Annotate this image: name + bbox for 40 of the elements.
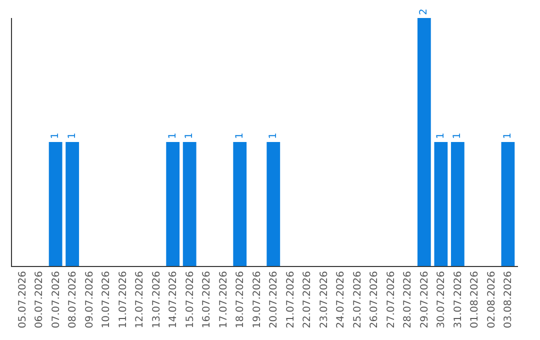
data-label: 1 bbox=[268, 132, 279, 139]
data-label: 1 bbox=[50, 132, 62, 139]
x-tick-label: 15.07.2026 bbox=[184, 271, 196, 328]
x-tick-label: 23.07.2026 bbox=[318, 271, 330, 328]
x-tick-label: 14.07.2026 bbox=[168, 271, 180, 328]
x-tick-label: 08.07.2026 bbox=[68, 271, 79, 328]
x-tick-label: 28.07.2026 bbox=[402, 271, 414, 328]
x-tick-label: 31.07.2026 bbox=[452, 271, 464, 328]
x-tick-label: 19.07.2026 bbox=[252, 271, 263, 328]
data-label: 1 bbox=[66, 132, 78, 139]
x-tick-label: 17.07.2026 bbox=[218, 271, 230, 328]
x-tick-label: 18.07.2026 bbox=[235, 271, 246, 328]
x-tick-label: 12.07.2026 bbox=[134, 271, 146, 328]
x-tick-label: 26.07.2026 bbox=[369, 271, 380, 328]
x-tick-label: 22.07.2026 bbox=[302, 271, 314, 328]
x-tick-label: 13.07.2026 bbox=[151, 271, 162, 328]
data-label: 2 bbox=[418, 8, 430, 15]
x-tick-label: 07.07.2026 bbox=[50, 271, 62, 328]
x-tick-label: 25.07.2026 bbox=[352, 271, 364, 328]
x-tick-label: 09.07.2026 bbox=[84, 271, 96, 328]
x-tick-label: 16.07.2026 bbox=[202, 271, 213, 328]
x-tick-label: 30.07.2026 bbox=[436, 271, 448, 328]
x-tick-label: 05.07.2026 bbox=[17, 271, 28, 328]
x-tick-label: 29.07.2026 bbox=[419, 271, 430, 328]
data-label: 1 bbox=[167, 132, 178, 139]
x-tick-label: 27.07.2026 bbox=[386, 271, 397, 328]
x-tick-label: 20.07.2026 bbox=[268, 271, 280, 328]
x-tick-label: 11.07.2026 bbox=[118, 271, 129, 328]
data-label: 1 bbox=[234, 132, 246, 139]
x-tick-label: 01.08.2026 bbox=[470, 271, 481, 328]
x-tick-label: 10.07.2026 bbox=[101, 271, 112, 328]
x-tick-label: 03.08.2026 bbox=[503, 271, 514, 328]
data-label: 1 bbox=[502, 132, 514, 139]
data-label: 1 bbox=[184, 132, 196, 139]
data-label: 1 bbox=[452, 132, 464, 139]
x-tick-label: 06.07.2026 bbox=[34, 271, 46, 328]
x-tick-label: 02.08.2026 bbox=[486, 271, 498, 328]
x-tick-label: 24.07.2026 bbox=[336, 271, 347, 328]
data-label: 1 bbox=[435, 132, 446, 139]
x-tick-label: 21.07.2026 bbox=[285, 271, 296, 328]
